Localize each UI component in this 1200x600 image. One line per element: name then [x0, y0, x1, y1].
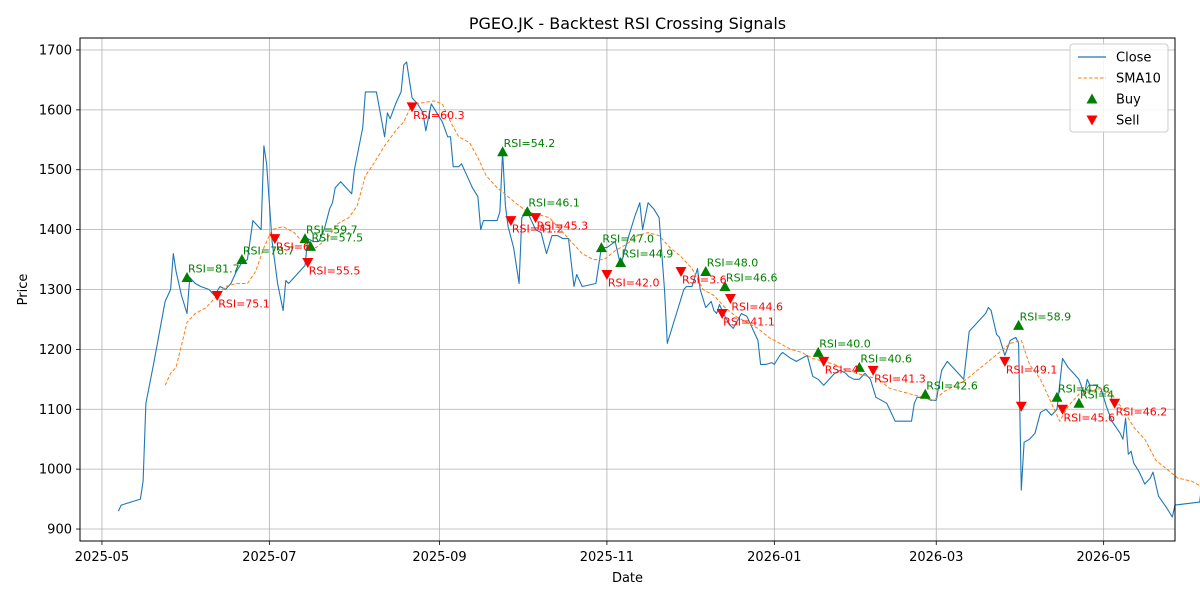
buy-signal-label: RSI=46.1: [528, 197, 580, 210]
y-tick-label: 900: [47, 523, 72, 538]
series-group: [117, 61, 1200, 518]
buy-marker: [919, 388, 931, 399]
legend-label: SMA10: [1116, 72, 1161, 87]
buy-marker: [812, 346, 824, 357]
sell-signal-label: RSI=55.5: [309, 265, 361, 278]
sell-signal-label: RSI=41.3: [874, 372, 926, 385]
sell-marker: [818, 356, 830, 367]
legend-label: Close: [1116, 51, 1151, 66]
legend-label: Buy: [1116, 93, 1141, 108]
buy-marker: [853, 361, 865, 372]
buy-signal-label: RSI=47.0: [602, 233, 654, 246]
x-tick-label: 2025-07: [242, 550, 296, 565]
legend: Close SMA10 Buy Sell: [1069, 43, 1169, 133]
sell-signal-label: RSI=44.6: [731, 300, 783, 313]
close-line: [117, 61, 1200, 518]
buy-marker: [236, 254, 248, 265]
y-tick-label: 1300: [39, 283, 72, 298]
y-tick-label: 1100: [39, 403, 72, 418]
sell-marker: [211, 290, 223, 301]
buy-marker: [181, 272, 193, 283]
buy-signal-label: RSI=42.6: [926, 379, 978, 392]
x-tick-label: 2025-05: [75, 550, 129, 565]
sell-marker: [505, 216, 517, 227]
buy-marker: [497, 146, 509, 157]
buy-signal-label: RSI=4: [1080, 388, 1114, 401]
buy-marker: [719, 281, 731, 292]
buy-marker: [305, 240, 317, 251]
buy-marker: [1051, 391, 1063, 402]
sell-signal-label: RSI=6: [276, 241, 310, 254]
buy-signal-label: RSI=57.5: [312, 231, 364, 244]
buy-signal-label: RSI=48.0: [707, 257, 759, 270]
buy-marker: [521, 206, 533, 217]
sell-signal-label: RSI=60.3: [413, 109, 465, 122]
grid: [80, 38, 1175, 541]
sell-signal-label: RSI=75.1: [218, 297, 270, 310]
y-tick-label: 1700: [39, 43, 72, 58]
sma10-line: [164, 100, 1200, 487]
buy-signal-label: RSI=44.9: [622, 248, 674, 261]
legend-buy-swatch: [1086, 93, 1098, 104]
x-tick-label: 2025-11: [580, 550, 634, 565]
buy-marker: [1013, 319, 1025, 330]
x-axis-title: Date: [612, 571, 643, 586]
sell-marker: [302, 258, 314, 269]
sell-marker: [724, 293, 736, 304]
sell-marker: [867, 365, 879, 376]
sell-marker: [530, 213, 542, 224]
x-tick-label: 2026-03: [909, 550, 963, 565]
y-axis-title: Price: [16, 274, 31, 306]
sell-signal-label: RSI=41.2: [512, 223, 564, 236]
sell-signal-label: RSI=4: [825, 363, 859, 376]
sell-marker: [406, 102, 418, 113]
legend-sell-swatch: [1086, 115, 1098, 126]
sell-marker: [675, 267, 687, 278]
sell-marker: [269, 234, 281, 245]
x-tick-label: 2026-01: [747, 550, 801, 565]
buy-signal-label: RSI=58.9: [1020, 310, 1072, 323]
buy-signal-label: RSI=47.6: [1058, 382, 1110, 395]
buy-signal-label: RSI=78.7: [243, 245, 295, 258]
legend-label: Sell: [1116, 114, 1139, 129]
buy-signal-label: RSI=81.7: [188, 263, 240, 276]
x-tick-label: 2025-09: [412, 550, 466, 565]
buy-signal-label: RSI=40.0: [819, 337, 871, 350]
x-tick-label: 2026-05: [1076, 550, 1130, 565]
buy-signal-label: RSI=40.6: [860, 352, 912, 365]
sell-marker: [999, 356, 1011, 367]
buy-marker: [1073, 397, 1085, 408]
buy-signal-label: RSI=54.2: [504, 137, 556, 150]
buy-signal-label: RSI=59.7: [306, 224, 358, 237]
sell-signal-label: RSI=42.0: [608, 277, 660, 290]
legend-box: [1069, 43, 1169, 133]
buy-marker: [700, 266, 712, 277]
sell-signal-label: RSI=3.6: [682, 274, 727, 287]
sell-signal-label: RSI=49.1: [1006, 363, 1058, 376]
y-tick-label: 1000: [39, 463, 72, 478]
sell-marker: [1056, 404, 1068, 415]
sell-signal-label: RSI=41.1: [723, 315, 775, 328]
buy-marker: [299, 233, 311, 244]
y-tick-label: 1600: [39, 103, 72, 118]
sell-marker: [601, 270, 613, 281]
buy-marker: [595, 242, 607, 253]
sell-marker: [1015, 401, 1027, 412]
chart-title: PGEO.JK - Backtest RSI Crossing Signals: [469, 14, 786, 33]
buy-signal-label: RSI=46.6: [726, 272, 778, 285]
y-tick-label: 1400: [39, 223, 72, 238]
sell-signal-label: RSI=45.3: [537, 220, 589, 233]
y-tick-label: 1500: [39, 163, 72, 178]
sell-signal-label: RSI=46.2: [1116, 405, 1168, 418]
sell-marker: [716, 308, 728, 319]
sell-marker: [1109, 398, 1121, 409]
buy-marker: [615, 257, 627, 268]
sell-signal-label: RSI=45.6: [1063, 411, 1115, 424]
y-tick-label: 1200: [39, 343, 72, 358]
plot-frame: [79, 37, 1176, 542]
